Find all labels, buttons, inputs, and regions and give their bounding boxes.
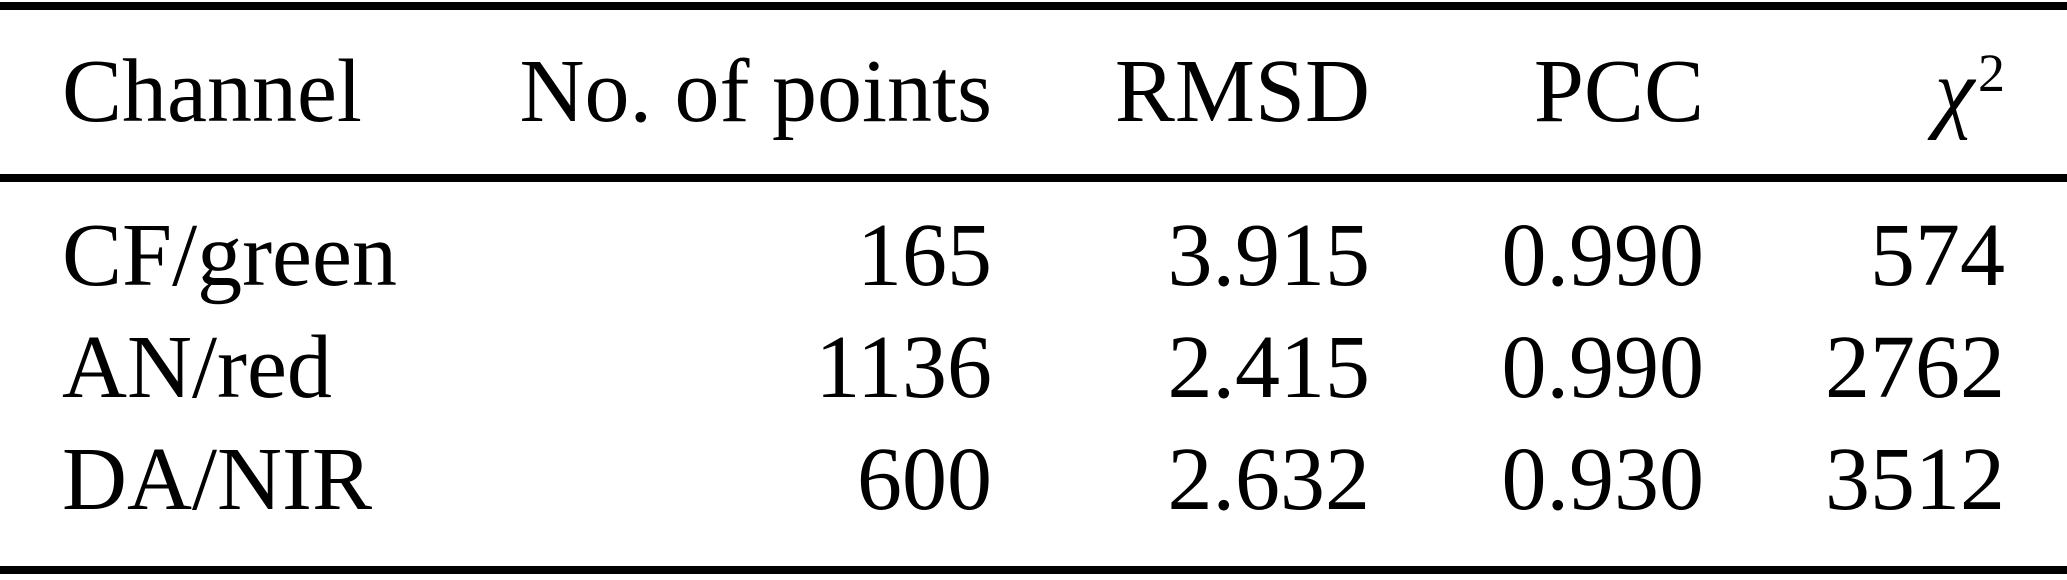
chi-symbol: χ: [1934, 42, 1975, 141]
cell-pcc: 0.990: [1501, 318, 1705, 417]
cell-chi-squared: 574: [1870, 206, 2005, 305]
cell-pcc: 0.990: [1501, 206, 1705, 305]
cell-rmsd: 2.632: [1167, 430, 1371, 529]
cell-channel: CF/green: [62, 206, 397, 305]
chi-exponent: 2: [1978, 43, 2005, 104]
column-header-pcc: PCC: [1533, 42, 1704, 141]
column-header-channel: Channel: [62, 42, 362, 141]
cell-channel: AN/red: [62, 318, 332, 417]
table-top-rule: [0, 2, 2067, 10]
cell-pcc: 0.930: [1501, 430, 1705, 529]
cell-no-of-points: 1136: [815, 318, 992, 417]
table-row: AN/red 1136 2.415 0.990 2762: [0, 312, 2067, 424]
column-header-chi-squared: χ2: [1704, 10, 2067, 174]
cell-no-of-points: 600: [857, 430, 992, 529]
table-row: CF/green 165 3.915 0.990 574: [0, 174, 2067, 312]
cell-rmsd: 3.915: [1167, 206, 1371, 305]
column-header-no-of-points: No. of points: [519, 42, 993, 141]
cell-chi-squared: 2762: [1825, 318, 2005, 417]
table-header-rule: [0, 174, 2067, 182]
metrics-table: Channel No. of points RMSD PCC χ2 CF/gre…: [0, 10, 2067, 536]
cell-chi-squared: 3512: [1825, 430, 2005, 529]
table-row: DA/NIR 600 2.632 0.930 3512: [0, 424, 2067, 536]
column-header-rmsd: RMSD: [1114, 42, 1370, 141]
cell-channel: DA/NIR: [62, 430, 372, 529]
cell-no-of-points: 165: [857, 206, 992, 305]
header-row: Channel No. of points RMSD PCC χ2: [0, 10, 2067, 174]
cell-rmsd: 2.415: [1167, 318, 1371, 417]
table-bottom-rule: [0, 566, 2067, 574]
